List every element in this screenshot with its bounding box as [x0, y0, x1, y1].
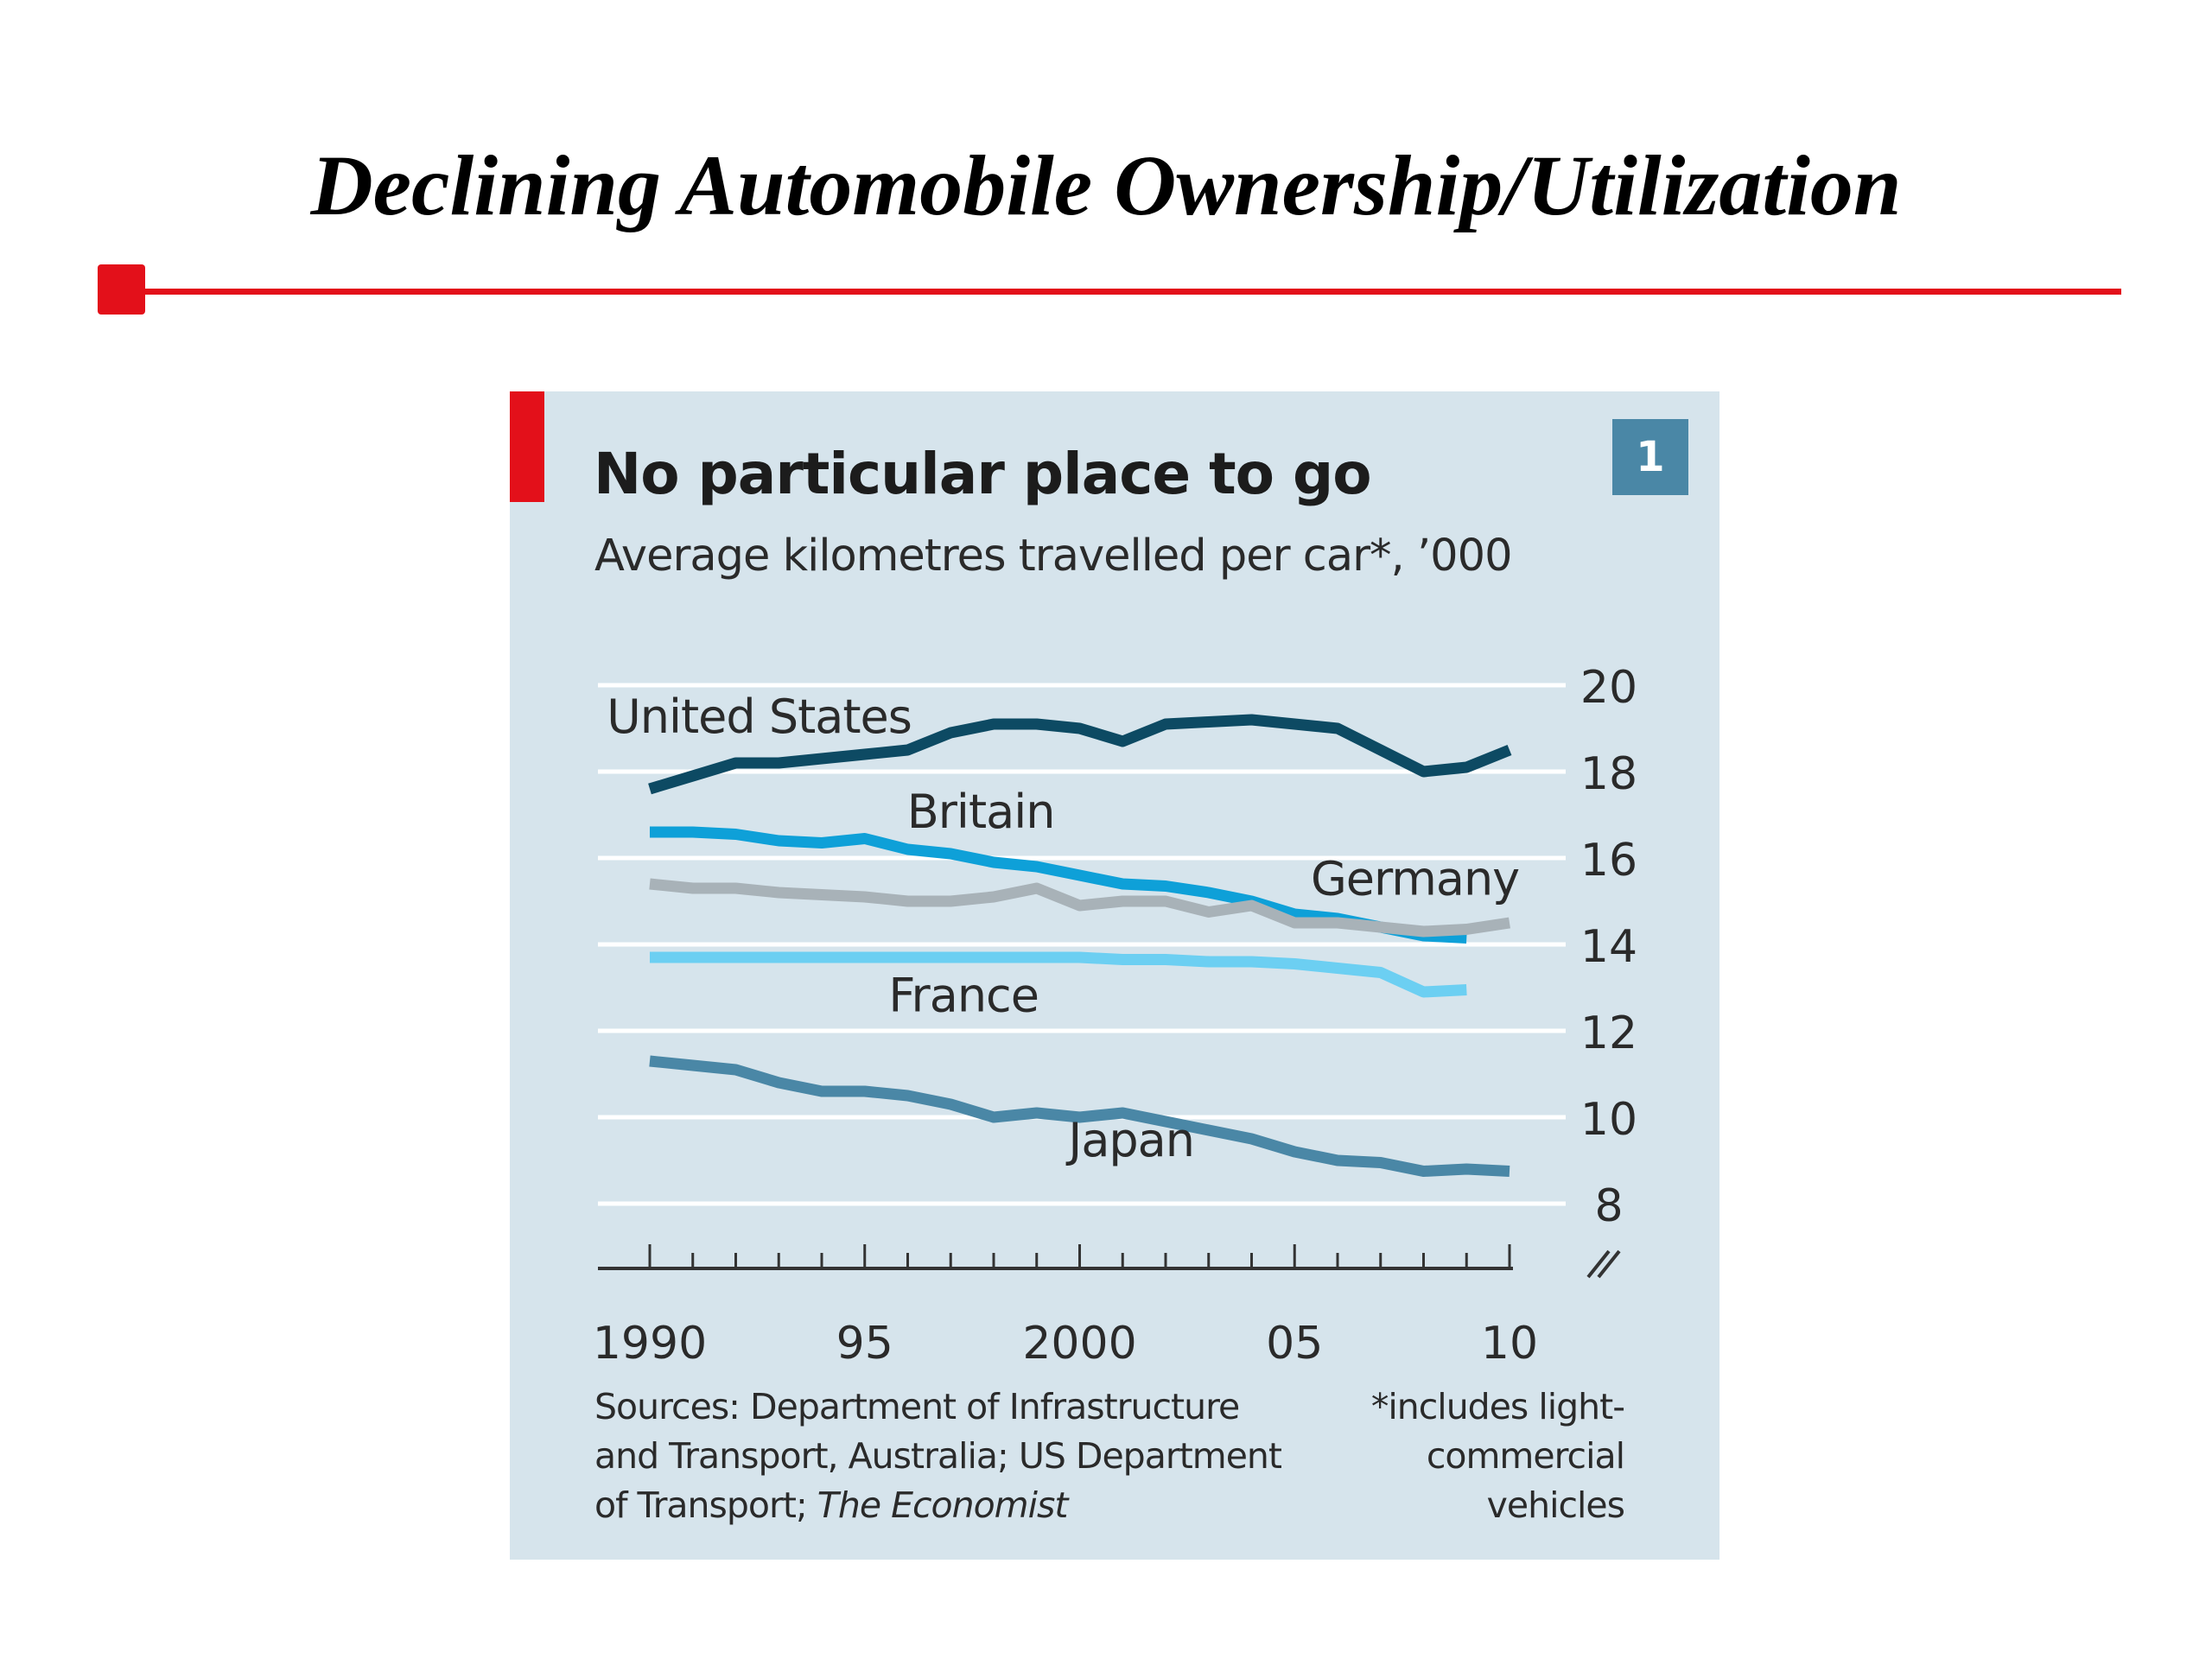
- sources-line-3-italic: The Economist: [817, 1484, 1069, 1526]
- y-tick-label-12: 12: [1580, 1007, 1637, 1059]
- series-line-united-states: [648, 714, 1512, 795]
- x-tick-label-1990: 1990: [593, 1318, 707, 1370]
- series-label-japan: Japan: [1065, 1113, 1194, 1167]
- chart-number-badge: 1: [1612, 419, 1688, 495]
- footnote-line-3: vehicles: [1486, 1484, 1625, 1526]
- y-tick-labels: 8 10 12 14 16 18 20: [1580, 662, 1637, 1232]
- series-label-united-states: United States: [607, 690, 912, 744]
- footnote-line-2: commercial: [1426, 1435, 1625, 1477]
- chart-sources: Sources: Department of Infrastructure an…: [594, 1382, 1338, 1530]
- y-tick-label-18: 18: [1580, 748, 1637, 800]
- series-label-britain: Britain: [907, 785, 1055, 839]
- y-tick-label-16: 16: [1580, 835, 1637, 887]
- x-tick-label-10: 10: [1481, 1318, 1538, 1370]
- title-rule-square: [98, 264, 145, 315]
- sources-line-3: of Transport; The Economist: [594, 1481, 1338, 1530]
- sources-line-1: Sources: Department of Infrastructure: [594, 1386, 1240, 1427]
- sources-line-2: and Transport, Australia; US Department: [594, 1435, 1282, 1477]
- chart-title: No particular place to go: [594, 441, 1372, 507]
- chart-red-tag: [510, 391, 544, 502]
- y-tick-label-8: 8: [1594, 1180, 1623, 1232]
- gridlines: [598, 683, 1566, 1206]
- axis-break-icon: [1586, 1249, 1621, 1279]
- y-tick-label-20: 20: [1580, 662, 1637, 714]
- series-line-germany: [649, 878, 1510, 938]
- slide-title: Declining Automobile Ownership/Utilizati…: [310, 137, 1902, 233]
- chart-footnote: *includes light- commercial vehicles: [1331, 1382, 1625, 1530]
- sources-line-3-prefix: of Transport;: [594, 1484, 817, 1526]
- chart-panel: [510, 391, 1719, 1560]
- series-lines: [648, 714, 1512, 1177]
- x-tick-label-2000: 2000: [1022, 1318, 1136, 1370]
- y-tick-label-14: 14: [1580, 921, 1637, 973]
- series-label-france: France: [888, 969, 1039, 1023]
- x-tick-label-95: 95: [836, 1318, 893, 1370]
- series-label-germany: Germany: [1311, 852, 1519, 906]
- x-tick-label-05: 05: [1266, 1318, 1323, 1370]
- x-axis: 1990 95 2000 05 10: [593, 1244, 1621, 1370]
- title-rule: [143, 289, 2121, 295]
- series-labels: United States Britain Germany France Japan: [607, 690, 1520, 1167]
- footnote-line-1: *includes light-: [1370, 1386, 1625, 1427]
- chart-subtitle: Average kilometres travelled per car*, ’…: [594, 531, 1513, 582]
- y-tick-label-10: 10: [1580, 1094, 1637, 1146]
- series-line-france: [650, 951, 1467, 998]
- series-line-japan: [649, 1055, 1510, 1177]
